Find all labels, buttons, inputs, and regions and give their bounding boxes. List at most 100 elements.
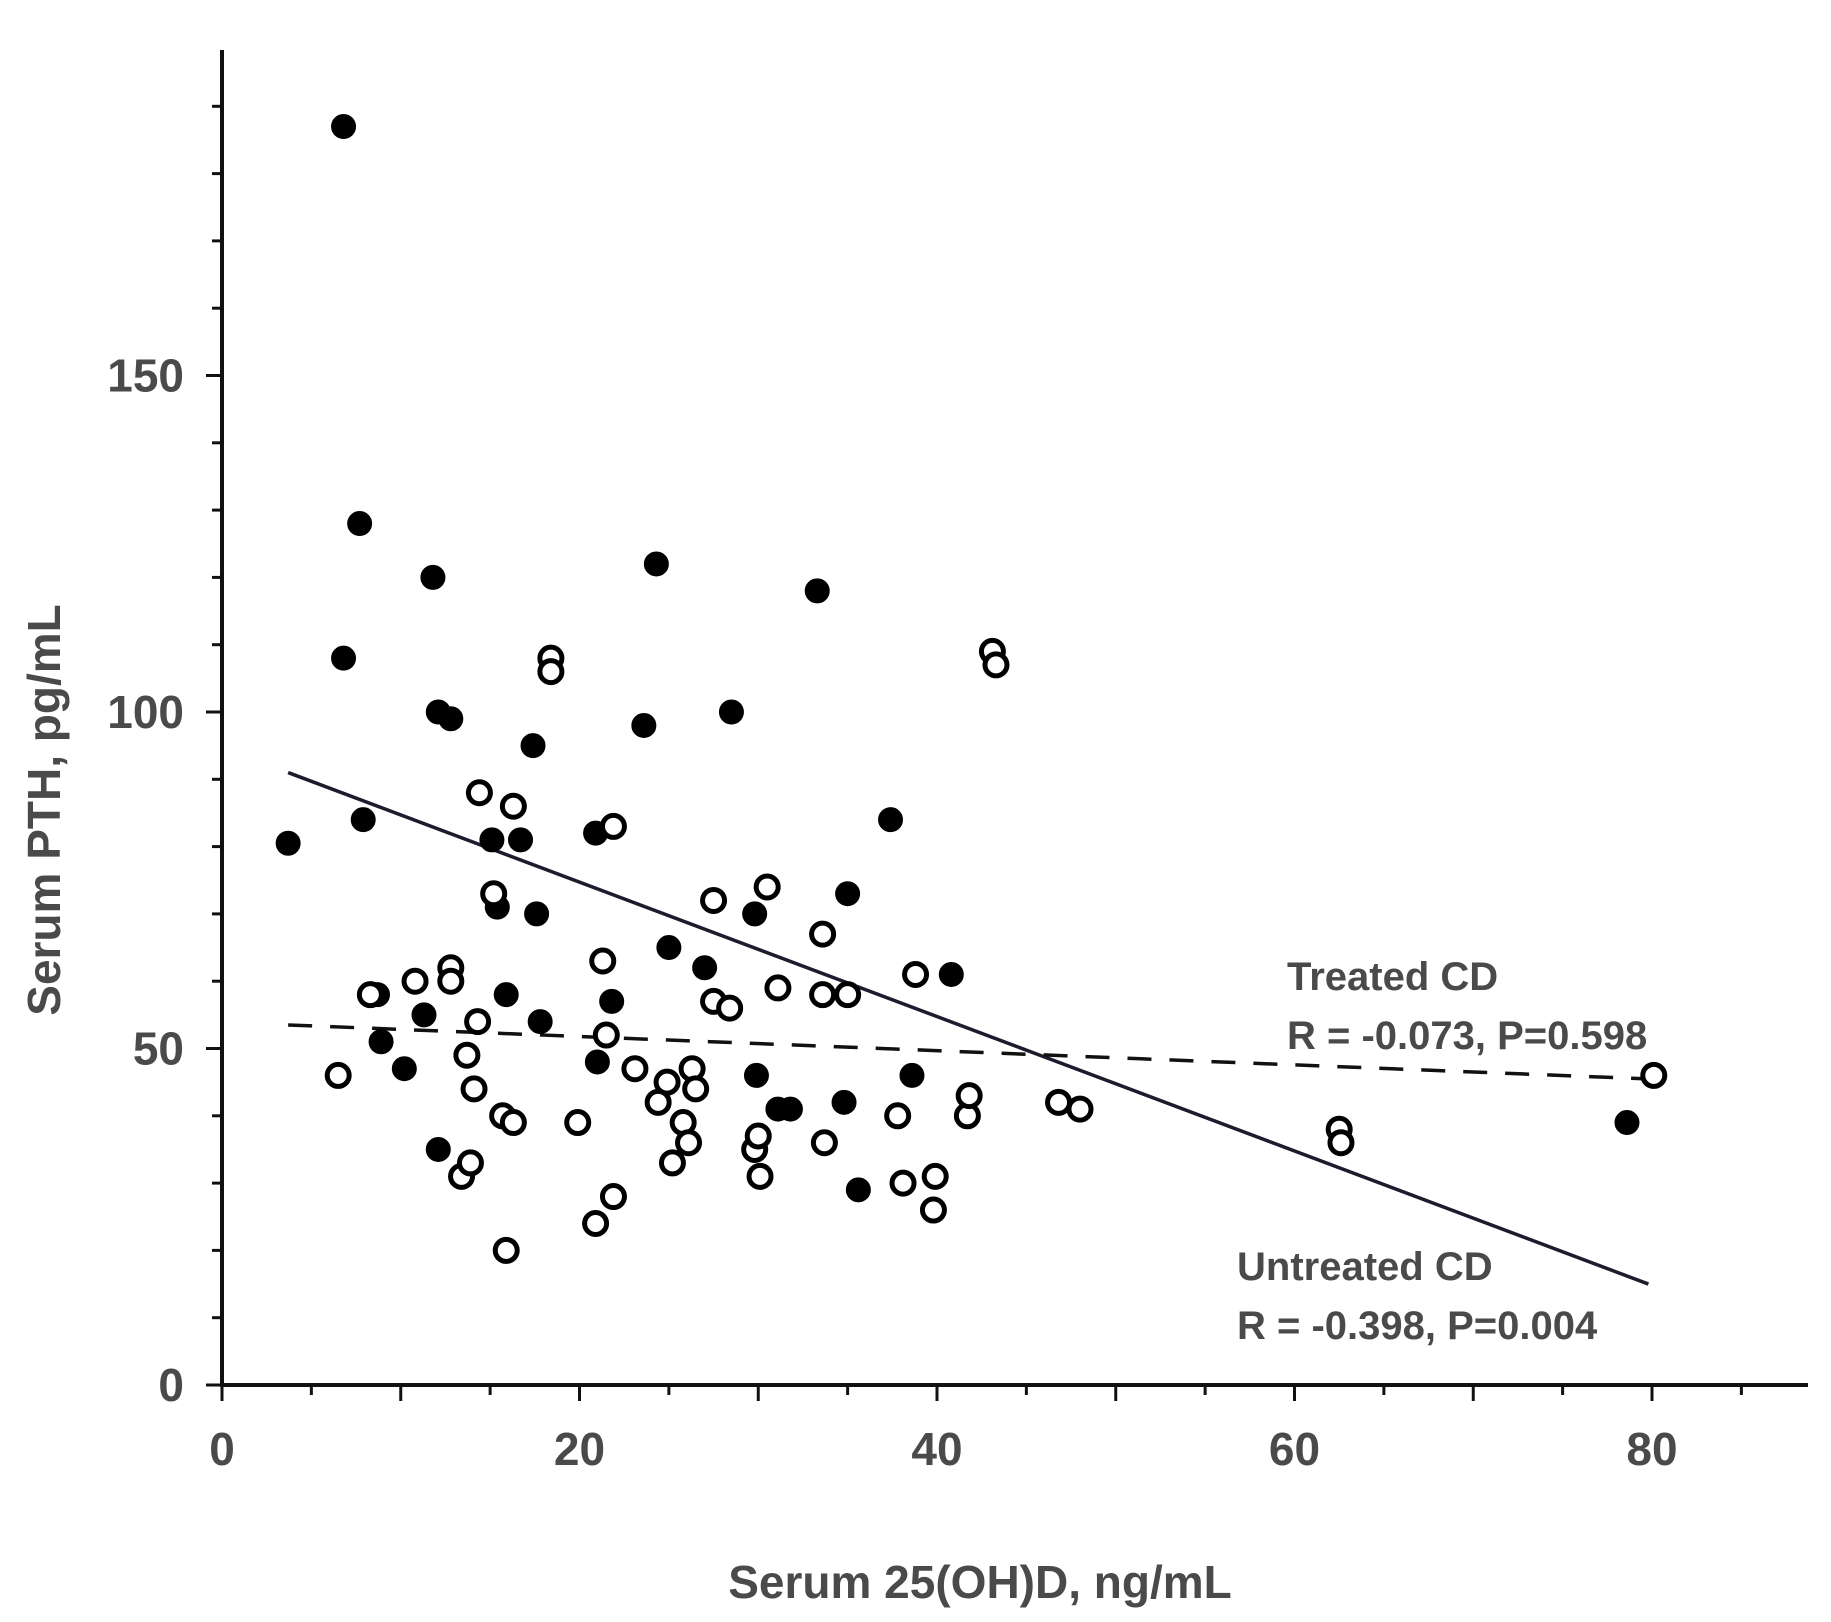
treated-cd-point <box>1327 1129 1355 1157</box>
treated-cd-point <box>460 1075 488 1103</box>
treated-cd-point <box>499 1109 527 1137</box>
x-axis-title: Serum 25(OH)D, ng/mL <box>728 1556 1232 1608</box>
treated-cd-point <box>834 981 862 1009</box>
y-tick-label: 100 <box>107 686 184 738</box>
treated-cd-label: Treated CD <box>1287 955 1498 999</box>
untreated-cd-point <box>350 807 376 833</box>
treated-cd-point <box>564 1109 592 1137</box>
treated-cd-point <box>1066 1095 1094 1123</box>
untreated-cd-point <box>493 982 519 1008</box>
axes <box>220 50 1808 1387</box>
untreated-cd-point <box>331 113 357 139</box>
untreated-cd-point <box>411 1002 437 1028</box>
untreated-cd-point <box>845 1177 871 1203</box>
untreated-cd-point <box>524 901 550 927</box>
treated-cd-point <box>465 779 493 807</box>
treated-cd-point <box>356 981 384 1009</box>
untreated-cd-point <box>938 961 964 987</box>
untreated-cd-point <box>425 1136 451 1162</box>
treated-cd-point <box>599 1183 627 1211</box>
x-tick-label: 20 <box>554 1423 605 1475</box>
untreated-cd-point <box>527 1009 553 1035</box>
treated-cd-point <box>921 1162 949 1190</box>
untreated-cd-point <box>692 955 718 981</box>
y-axis-title: Serum PTH, pg/mL <box>18 604 70 1015</box>
treated-cd-point <box>456 1149 484 1177</box>
treated-cd-point <box>919 1196 947 1224</box>
treated-cd-point <box>744 1122 772 1150</box>
untreated-cd-point <box>899 1062 925 1088</box>
untreated-cd-point <box>599 988 625 1014</box>
x-tick-label: 80 <box>1626 1423 1677 1475</box>
treated-cd-point <box>902 960 930 988</box>
treated-cd-point <box>675 1129 703 1157</box>
treated-cd-point <box>492 1236 520 1264</box>
untreated-cd-point <box>742 901 768 927</box>
treated-cd-point <box>809 920 837 948</box>
treated-cd-point <box>884 1102 912 1130</box>
untreated-cd-point <box>643 551 669 577</box>
treated-cd-point <box>401 967 429 995</box>
treated-cd-point <box>746 1162 774 1190</box>
treated-cd-point <box>453 1041 481 1069</box>
treated-cd-point <box>589 947 617 975</box>
treated-cd-point <box>537 658 565 686</box>
treated-cd-point <box>499 792 527 820</box>
untreated-cd-point <box>804 578 830 604</box>
treated-cd-point <box>809 981 837 1009</box>
untreated-cd-point <box>479 827 505 853</box>
ticks: 0 20 40 60 80 0 50 100 150 <box>107 104 1743 1475</box>
x-tick-label: 0 <box>209 1423 235 1475</box>
untreated-cd-point <box>584 1049 610 1075</box>
untreated-cd-stats: R = -0.398, P=0.004 <box>1237 1304 1598 1348</box>
treated-cd-point <box>464 1008 492 1036</box>
y-tick-label: 50 <box>133 1023 184 1075</box>
untreated-cd-point <box>520 733 546 759</box>
untreated-cd-label: Untreated CD <box>1237 1245 1493 1289</box>
x-tick-label: 40 <box>911 1423 962 1475</box>
treated-cd-point <box>437 967 465 995</box>
x-tick-label: 60 <box>1269 1423 1320 1475</box>
treated-cd-point <box>592 1021 620 1049</box>
untreated-cd-point <box>391 1056 417 1082</box>
treated-cd-point <box>480 880 508 908</box>
treated-cd-point <box>682 1075 710 1103</box>
treated-cd-point <box>1045 1088 1073 1116</box>
treated-cd-point <box>889 1169 917 1197</box>
treated-cd-point <box>582 1209 610 1237</box>
untreated-cd-point <box>835 881 861 907</box>
untreated-cd-point <box>743 1062 769 1088</box>
treated-cd-point <box>700 886 728 914</box>
untreated-cd-point <box>368 1029 394 1055</box>
treated-cd-point <box>753 873 781 901</box>
untreated-cd-point <box>508 827 534 853</box>
untreated-cd-point <box>347 511 373 537</box>
treated-cd-point <box>599 812 627 840</box>
treated-cd-point <box>324 1061 352 1089</box>
treated-cd-point <box>658 1149 686 1177</box>
treated-cd-stats: R = -0.073, P=0.598 <box>1287 1014 1647 1058</box>
treated-cd-point <box>1640 1061 1668 1089</box>
untreated-cd-point <box>718 699 744 725</box>
untreated-cd-point <box>831 1089 857 1115</box>
treated-cd-point <box>716 994 744 1022</box>
untreated-cd-point <box>331 645 357 671</box>
treated-cd-point <box>810 1129 838 1157</box>
untreated-cd-point <box>656 935 682 961</box>
y-tick-label: 0 <box>158 1359 184 1411</box>
untreated-cd-point <box>420 564 446 590</box>
untreated-cd-point <box>275 830 301 856</box>
treated-cd-point <box>982 651 1010 679</box>
treated-cd-point <box>621 1055 649 1083</box>
treated-cd-point <box>764 974 792 1002</box>
treated-cd-point <box>955 1082 983 1110</box>
untreated-cd-regression-line <box>287 770 1650 1286</box>
treated-cd-point <box>653 1068 681 1096</box>
untreated-cd-point <box>878 807 904 833</box>
untreated-cd-point <box>631 712 657 738</box>
y-tick-label: 150 <box>107 350 184 402</box>
untreated-cd-point <box>438 706 464 732</box>
untreated-cd-point <box>777 1096 803 1122</box>
plot-area <box>275 113 1668 1286</box>
